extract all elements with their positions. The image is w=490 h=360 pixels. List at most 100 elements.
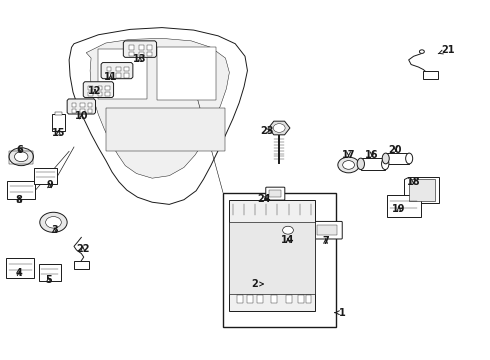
Bar — [105, 92, 110, 96]
Polygon shape — [269, 121, 290, 135]
Polygon shape — [101, 63, 133, 79]
Bar — [229, 222, 315, 294]
Bar — [129, 51, 134, 56]
Bar — [247, 295, 253, 303]
Bar — [106, 73, 111, 77]
Bar — [387, 195, 421, 217]
Bar — [147, 45, 152, 50]
Text: 19: 19 — [392, 204, 406, 214]
Polygon shape — [69, 28, 247, 204]
Polygon shape — [404, 177, 440, 203]
Polygon shape — [86, 39, 229, 178]
Bar — [6, 258, 34, 278]
Text: 6: 6 — [17, 144, 24, 154]
Text: 5: 5 — [45, 275, 52, 285]
Bar — [298, 295, 304, 303]
Bar — [361, 158, 385, 170]
Bar — [88, 86, 93, 90]
Bar — [72, 103, 76, 107]
Bar — [106, 67, 111, 71]
Text: 3: 3 — [51, 225, 58, 235]
Text: 4: 4 — [16, 268, 23, 278]
Bar — [74, 261, 89, 269]
Bar — [286, 295, 292, 303]
Bar — [317, 225, 337, 235]
Bar — [55, 112, 62, 115]
Text: 8: 8 — [16, 195, 23, 205]
Bar — [157, 46, 216, 100]
Circle shape — [343, 161, 354, 169]
Text: 16: 16 — [365, 150, 379, 160]
Bar — [257, 295, 263, 303]
Polygon shape — [123, 41, 157, 57]
Circle shape — [273, 124, 285, 132]
Bar — [80, 103, 85, 107]
Bar — [105, 86, 110, 90]
Text: 10: 10 — [74, 111, 88, 121]
Circle shape — [283, 226, 294, 234]
Ellipse shape — [382, 158, 389, 170]
Bar — [116, 73, 121, 77]
Bar — [98, 92, 102, 96]
Circle shape — [15, 152, 28, 162]
Bar — [386, 153, 409, 164]
Text: 14: 14 — [281, 235, 295, 245]
Bar — [106, 108, 225, 151]
Bar — [271, 295, 277, 303]
Text: 17: 17 — [342, 150, 355, 160]
Polygon shape — [67, 99, 96, 114]
Bar — [72, 109, 76, 113]
Circle shape — [278, 223, 298, 237]
Bar — [423, 71, 438, 78]
Bar — [409, 179, 435, 201]
Text: 9: 9 — [46, 180, 53, 190]
Text: 11: 11 — [104, 72, 118, 82]
Bar — [9, 150, 33, 164]
FancyBboxPatch shape — [266, 187, 285, 200]
Text: 12: 12 — [88, 86, 102, 96]
FancyBboxPatch shape — [312, 221, 342, 239]
Ellipse shape — [406, 153, 413, 164]
Text: 1: 1 — [335, 308, 346, 318]
Bar — [223, 193, 336, 327]
Text: 21: 21 — [438, 45, 455, 55]
Bar — [39, 264, 61, 281]
Ellipse shape — [357, 158, 365, 170]
Circle shape — [46, 217, 61, 228]
Circle shape — [9, 148, 33, 166]
Bar — [80, 109, 85, 113]
Bar — [34, 168, 57, 184]
Bar — [51, 114, 65, 131]
Text: 15: 15 — [51, 128, 65, 138]
Text: 18: 18 — [407, 177, 420, 187]
Bar — [129, 45, 134, 50]
Bar — [7, 181, 35, 199]
Polygon shape — [83, 82, 114, 98]
Bar — [88, 92, 93, 96]
Bar — [139, 51, 144, 56]
Text: 22: 22 — [76, 244, 90, 254]
Bar — [98, 49, 147, 99]
Text: 20: 20 — [389, 144, 402, 154]
Ellipse shape — [382, 153, 389, 164]
Text: 24: 24 — [257, 194, 270, 204]
Circle shape — [338, 157, 359, 173]
Bar — [88, 109, 92, 113]
Bar — [147, 51, 152, 56]
Bar — [237, 295, 243, 303]
Bar — [306, 295, 312, 303]
Text: 13: 13 — [133, 54, 147, 64]
Bar — [98, 86, 102, 90]
Circle shape — [419, 50, 424, 53]
Bar — [116, 67, 121, 71]
Bar — [124, 67, 129, 71]
Bar — [124, 73, 129, 77]
Circle shape — [40, 212, 67, 232]
Bar — [229, 200, 315, 311]
Text: 23: 23 — [260, 126, 274, 135]
Bar — [270, 190, 281, 197]
Bar — [88, 103, 92, 107]
Bar — [139, 45, 144, 50]
Text: 7: 7 — [322, 236, 329, 246]
Text: 2: 2 — [251, 279, 264, 289]
